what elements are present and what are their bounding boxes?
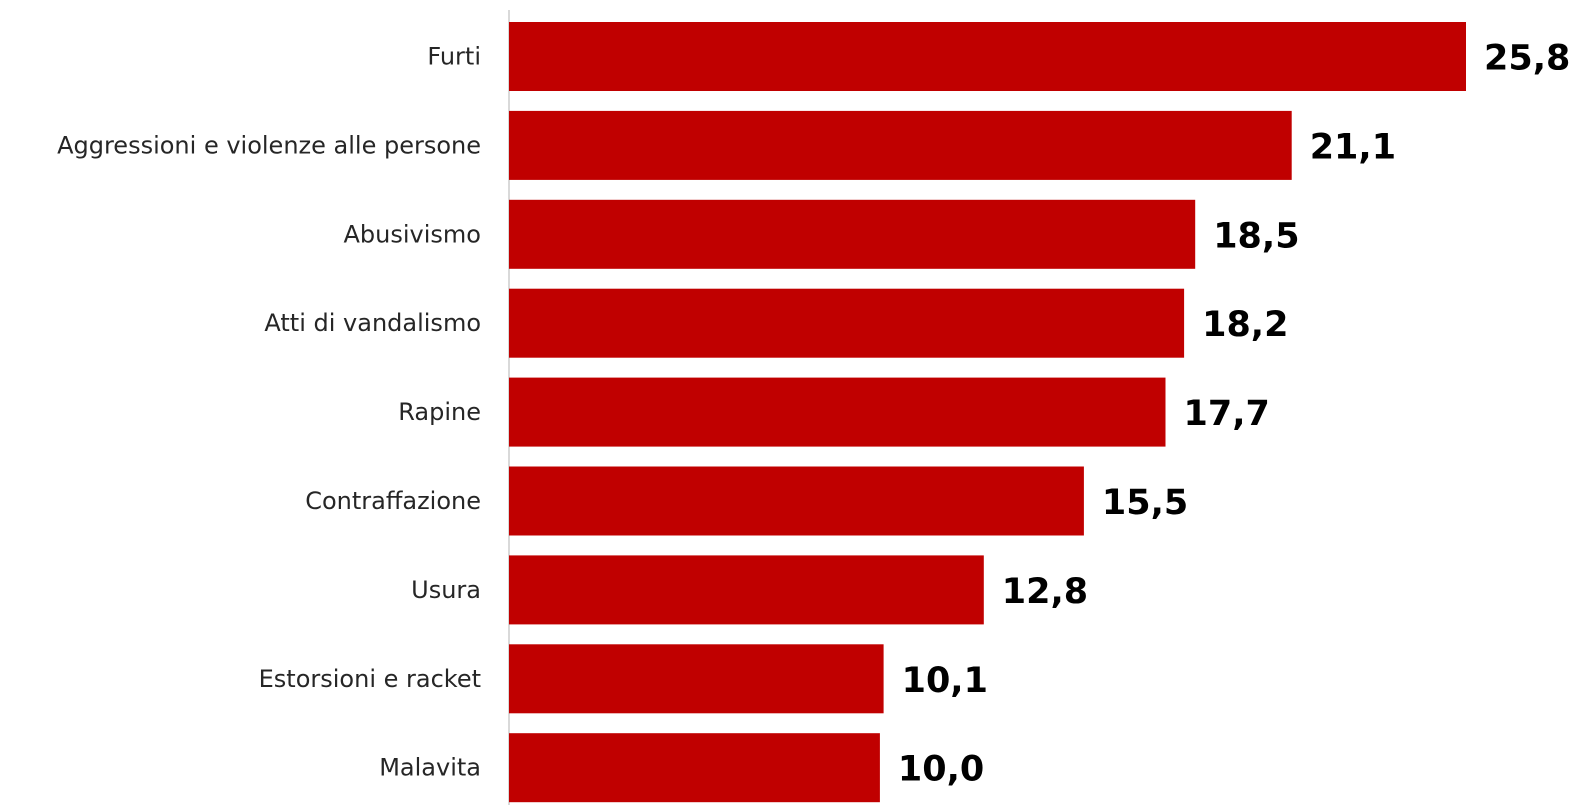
value-label-4: 17,7	[1184, 394, 1270, 434]
bar-3	[509, 288, 1185, 358]
category-labels-group: Furti Aggressioni e violenze alle persone…	[57, 43, 481, 782]
value-label-3: 18,2	[1202, 305, 1288, 345]
category-label-6: Usura	[411, 576, 481, 604]
value-label-7: 10,1	[902, 661, 988, 701]
value-label-5: 15,5	[1102, 483, 1188, 523]
category-label-1: Aggressioni e violenze alle persone	[57, 131, 481, 159]
bar-0	[509, 22, 1466, 91]
category-label-5: Contraffazione	[305, 487, 481, 515]
value-label-1: 21,1	[1310, 127, 1396, 167]
value-labels-group: 25,8 21,1 18,5 18,2 17,7 15,5 12,8 10,1 10,0	[898, 39, 1570, 790]
category-label-4: Rapine	[398, 398, 481, 426]
bar-4	[509, 377, 1166, 447]
bar-2	[509, 199, 1196, 269]
bar-7	[509, 644, 884, 714]
value-label-6: 12,8	[1002, 572, 1088, 612]
category-label-2: Abusivismo	[344, 220, 481, 248]
bars-group	[509, 22, 1466, 803]
value-label-8: 10,0	[898, 750, 984, 790]
category-label-3: Atti di vandalismo	[264, 309, 481, 337]
value-label-2: 18,5	[1213, 216, 1299, 256]
category-label-8: Malavita	[379, 754, 481, 782]
bar-6	[509, 555, 984, 625]
bar-5	[509, 466, 1084, 536]
category-label-7: Estorsioni e racket	[259, 665, 481, 693]
value-label-0: 25,8	[1484, 39, 1570, 79]
bar-8	[509, 733, 880, 803]
category-label-0: Furti	[427, 43, 481, 71]
bar-1	[509, 110, 1292, 180]
